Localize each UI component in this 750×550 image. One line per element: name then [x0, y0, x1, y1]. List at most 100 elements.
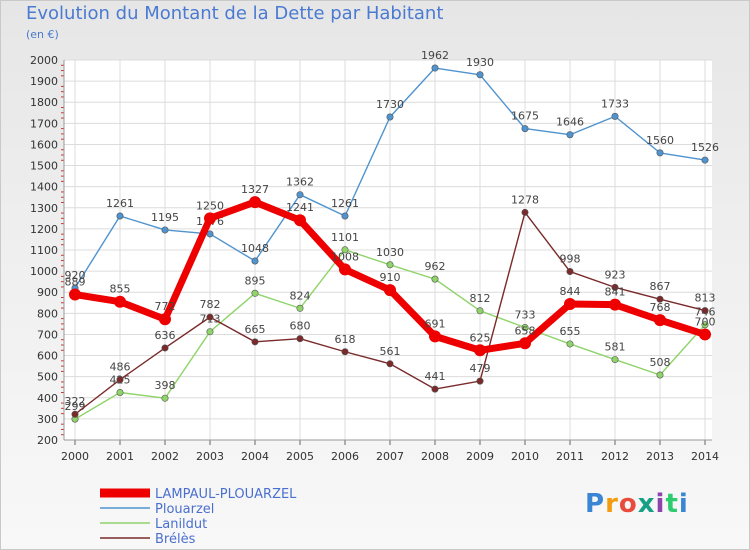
x-tick-label: 2011 — [556, 450, 584, 463]
y-tick-label: 500 — [37, 371, 58, 384]
point-lanildut — [701, 321, 709, 329]
point-lampaul-plouarzel — [609, 298, 621, 311]
point-plouarzel — [521, 125, 529, 133]
point-lanildut — [341, 246, 349, 254]
data-label-lampaul-plouarzel: 889 — [65, 276, 86, 289]
data-label-br-l-s: 441 — [425, 370, 446, 383]
point-plouarzel — [656, 149, 664, 157]
logo-letter: x — [637, 489, 656, 519]
data-label-br-l-s: 561 — [380, 345, 401, 358]
point-lampaul-plouarzel — [519, 337, 531, 350]
data-label-plouarzel: 1261 — [106, 197, 134, 210]
data-label-br-l-s: 813 — [695, 292, 716, 305]
data-label-lampaul-plouarzel: 841 — [605, 286, 626, 299]
data-label-br-l-s: 923 — [605, 268, 626, 281]
x-tick-label: 2008 — [421, 450, 449, 463]
point-lanildut — [521, 323, 529, 331]
x-tick-label: 2002 — [151, 450, 179, 463]
point-br-l-s — [566, 268, 574, 276]
point-br-l-s — [116, 376, 124, 384]
data-label-br-l-s: 486 — [110, 361, 131, 374]
proxiti-logo: Proxiti — [585, 489, 689, 519]
point-br-l-s — [296, 335, 304, 343]
data-label-plouarzel: 1730 — [376, 98, 404, 111]
y-tick-label: 600 — [37, 350, 58, 363]
data-label-lampaul-plouarzel: 1327 — [241, 183, 269, 196]
point-plouarzel — [296, 191, 304, 199]
data-label-plouarzel: 1930 — [466, 56, 494, 69]
point-br-l-s — [386, 360, 394, 368]
data-label-lampaul-plouarzel: 625 — [470, 331, 491, 344]
data-label-lampaul-plouarzel: 1008 — [331, 250, 359, 263]
x-tick-label: 2010 — [511, 450, 539, 463]
y-tick-label: 1300 — [30, 202, 58, 215]
y-tick-label: 1600 — [30, 138, 58, 151]
x-tick-label: 2003 — [196, 450, 224, 463]
point-lanildut — [161, 394, 169, 402]
data-label-lampaul-plouarzel: 772 — [155, 300, 176, 313]
point-plouarzel — [476, 71, 484, 79]
logo-letter: o — [618, 489, 638, 519]
data-label-lampaul-plouarzel: 1241 — [286, 201, 314, 214]
data-label-lampaul-plouarzel: 844 — [560, 285, 581, 298]
data-label-lampaul-plouarzel: 700 — [695, 315, 716, 328]
data-label-br-l-s: 618 — [335, 333, 356, 346]
data-label-lanildut: 733 — [515, 308, 536, 321]
data-label-br-l-s: 1278 — [511, 193, 539, 206]
chart-unit: (en €) — [26, 28, 59, 41]
x-tick-label: 2006 — [331, 450, 359, 463]
y-tick-label: 1700 — [30, 117, 58, 130]
point-lampaul-plouarzel — [114, 295, 126, 308]
point-br-l-s — [701, 307, 709, 315]
x-tick-label: 2009 — [466, 450, 494, 463]
point-lanildut — [206, 328, 214, 336]
data-label-lampaul-plouarzel: 691 — [425, 317, 446, 330]
x-tick-label: 2000 — [61, 450, 89, 463]
point-lampaul-plouarzel — [159, 313, 171, 326]
x-tick-label: 2005 — [286, 450, 314, 463]
data-label-br-l-s: 665 — [245, 323, 266, 336]
y-tick-label: 2000 — [30, 54, 58, 67]
y-tick-label: 1800 — [30, 96, 58, 109]
logo-letter: t — [665, 489, 679, 519]
y-tick-label: 1200 — [30, 223, 58, 236]
data-label-plouarzel: 1560 — [646, 134, 674, 147]
data-label-lampaul-plouarzel: 855 — [110, 283, 131, 296]
point-lampaul-plouarzel — [384, 284, 396, 297]
point-lampaul-plouarzel — [429, 330, 441, 343]
data-label-br-l-s: 636 — [155, 329, 176, 342]
data-label-lanildut: 655 — [560, 325, 581, 338]
data-label-lampaul-plouarzel: 768 — [650, 301, 671, 314]
point-lanildut — [431, 275, 439, 283]
point-plouarzel — [431, 64, 439, 72]
x-tick-label: 2012 — [601, 450, 629, 463]
y-tick-label: 1100 — [30, 244, 58, 257]
point-br-l-s — [341, 348, 349, 356]
x-tick-label: 2001 — [106, 450, 134, 463]
point-plouarzel — [116, 212, 124, 220]
data-label-lanildut: 508 — [650, 356, 671, 369]
y-tick-label: 200 — [37, 434, 58, 447]
data-label-plouarzel: 1646 — [556, 116, 584, 129]
data-label-lanildut: 398 — [155, 379, 176, 392]
legend-label-lampaul-plouarzel: LAMPAUL-PLOUARZEL — [155, 487, 297, 502]
point-lanildut — [566, 340, 574, 348]
legend-label-lanildut: Lanildut — [155, 517, 207, 532]
legend-label-br-l-s: Brélès — [155, 532, 196, 547]
point-br-l-s — [611, 283, 619, 291]
point-plouarzel — [566, 131, 574, 139]
point-lampaul-plouarzel — [249, 196, 261, 209]
y-tick-label: 1900 — [30, 75, 58, 88]
y-tick-label: 300 — [37, 413, 58, 426]
point-plouarzel — [251, 257, 259, 265]
point-lanildut — [386, 261, 394, 269]
point-lampaul-plouarzel — [69, 288, 81, 301]
data-label-lampaul-plouarzel: 658 — [515, 324, 536, 337]
point-plouarzel — [611, 112, 619, 120]
y-tick-label: 700 — [37, 328, 58, 341]
x-tick-label: 2004 — [241, 450, 269, 463]
point-lanildut — [296, 304, 304, 312]
y-tick-label: 400 — [37, 392, 58, 405]
point-br-l-s — [161, 344, 169, 352]
x-tick-label: 2007 — [376, 450, 404, 463]
